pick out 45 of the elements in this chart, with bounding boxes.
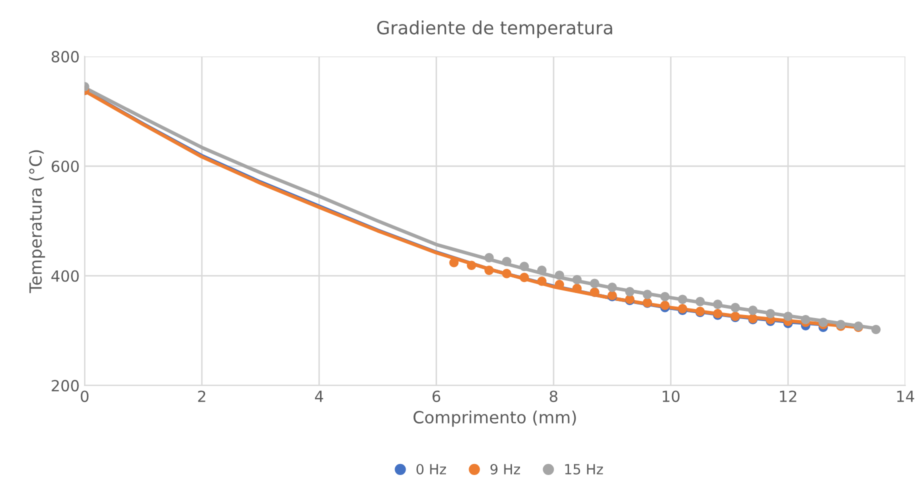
chart-title: Gradiente de temperatura — [377, 20, 612, 38]
point — [484, 266, 494, 275]
point — [502, 268, 512, 278]
y-tick-label: 200 — [52, 380, 79, 392]
x-tick-label: 12 — [780, 390, 796, 402]
point — [766, 308, 776, 318]
point — [800, 314, 810, 324]
point — [537, 276, 547, 286]
point — [642, 290, 652, 300]
point — [572, 274, 582, 284]
legend-label: 9 Hz — [490, 464, 520, 474]
point — [537, 266, 547, 275]
y-axis-title: Temperatura (°C) — [28, 150, 46, 294]
x-tick-label: 10 — [662, 390, 680, 402]
y-tick-label: 800 — [52, 50, 79, 62]
point — [502, 256, 512, 266]
point — [748, 306, 758, 315]
point — [449, 258, 459, 268]
x-axis-title: Comprimento (mm) — [414, 410, 576, 427]
x-tick-label: 14 — [897, 390, 914, 402]
legend-label: 15 Hz — [565, 464, 603, 474]
point — [625, 287, 634, 296]
point — [678, 294, 688, 304]
point — [730, 302, 740, 312]
y-tick-label: 400 — [51, 270, 79, 282]
x-tick-label: 0 — [80, 390, 88, 402]
x-tick-label: 8 — [550, 390, 558, 402]
x-tick-label: 4 — [314, 390, 324, 402]
y-tick-label: 600 — [52, 160, 79, 172]
x-tick-label: 2 — [198, 390, 206, 402]
point — [520, 272, 529, 282]
point — [466, 260, 476, 270]
point — [554, 270, 564, 280]
point — [713, 300, 722, 309]
point — [572, 284, 582, 294]
point — [520, 262, 529, 272]
x-tick-label: 6 — [432, 390, 440, 402]
point — [783, 312, 793, 322]
point — [695, 296, 705, 306]
point — [590, 278, 600, 288]
legend-label: 0 Hz — [416, 464, 446, 474]
point — [484, 253, 494, 262]
point — [871, 324, 881, 334]
point — [660, 292, 670, 302]
point — [608, 282, 617, 292]
